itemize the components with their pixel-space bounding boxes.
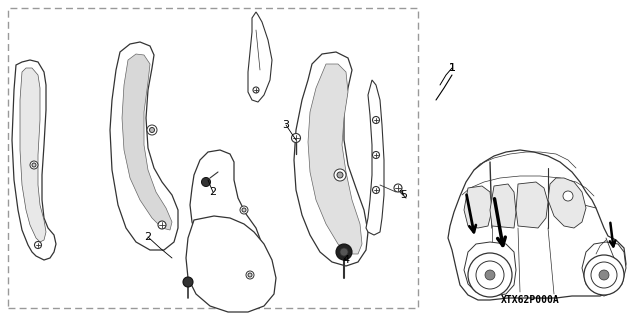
Text: 3: 3 [282, 120, 289, 130]
Polygon shape [190, 150, 262, 278]
Polygon shape [20, 68, 46, 242]
Circle shape [334, 169, 346, 181]
Circle shape [246, 271, 254, 279]
Circle shape [485, 270, 495, 280]
Circle shape [340, 248, 348, 256]
Circle shape [394, 184, 402, 192]
Circle shape [183, 277, 193, 287]
Circle shape [372, 116, 380, 123]
Polygon shape [12, 60, 56, 260]
Circle shape [584, 255, 624, 295]
Polygon shape [110, 42, 178, 250]
Circle shape [337, 172, 343, 178]
Text: 1: 1 [449, 63, 456, 73]
Circle shape [372, 187, 380, 194]
Polygon shape [490, 184, 516, 228]
Polygon shape [582, 242, 626, 296]
Circle shape [591, 262, 617, 288]
Text: 4: 4 [342, 255, 349, 265]
Polygon shape [186, 216, 276, 312]
Polygon shape [294, 52, 368, 266]
Circle shape [336, 244, 352, 260]
Text: XTX62P000A: XTX62P000A [500, 295, 559, 305]
Circle shape [372, 152, 380, 159]
Text: 2: 2 [209, 187, 216, 197]
Circle shape [599, 270, 609, 280]
Circle shape [30, 161, 38, 169]
Polygon shape [448, 150, 626, 300]
Circle shape [202, 177, 211, 187]
Circle shape [468, 253, 512, 297]
Circle shape [242, 208, 246, 212]
Polygon shape [464, 242, 516, 296]
Circle shape [32, 163, 36, 167]
Polygon shape [548, 178, 586, 228]
Circle shape [248, 273, 252, 277]
Circle shape [563, 191, 573, 201]
Circle shape [240, 206, 248, 214]
Polygon shape [464, 186, 492, 228]
Circle shape [150, 128, 154, 132]
Text: 5: 5 [401, 190, 408, 200]
Polygon shape [366, 80, 384, 235]
Polygon shape [248, 12, 272, 102]
Circle shape [291, 133, 301, 143]
Circle shape [253, 87, 259, 93]
Polygon shape [122, 54, 172, 230]
Polygon shape [516, 182, 548, 228]
Circle shape [35, 241, 42, 249]
Polygon shape [308, 64, 362, 254]
Text: 2: 2 [145, 232, 152, 242]
Circle shape [158, 221, 166, 229]
Circle shape [147, 125, 157, 135]
Text: 1: 1 [449, 63, 456, 73]
Circle shape [476, 261, 504, 289]
